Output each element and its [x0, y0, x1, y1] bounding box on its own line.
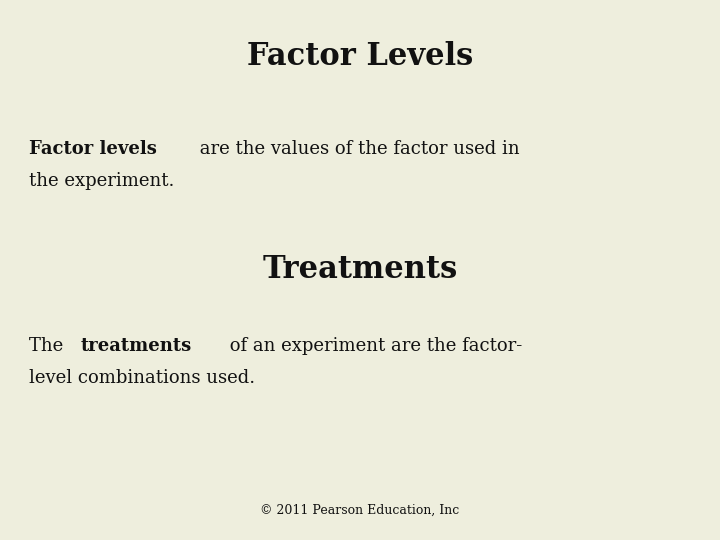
Text: of an experiment are the factor-: of an experiment are the factor- — [224, 336, 522, 355]
Text: Factor levels: Factor levels — [29, 139, 157, 158]
Text: level combinations used.: level combinations used. — [29, 369, 255, 387]
Text: The: The — [29, 336, 69, 355]
Text: the experiment.: the experiment. — [29, 172, 174, 190]
Text: treatments: treatments — [81, 336, 192, 355]
Text: © 2011 Pearson Education, Inc: © 2011 Pearson Education, Inc — [261, 504, 459, 517]
Text: Factor Levels: Factor Levels — [247, 41, 473, 72]
Text: are the values of the factor used in: are the values of the factor used in — [194, 139, 519, 158]
Text: Treatments: Treatments — [262, 254, 458, 286]
